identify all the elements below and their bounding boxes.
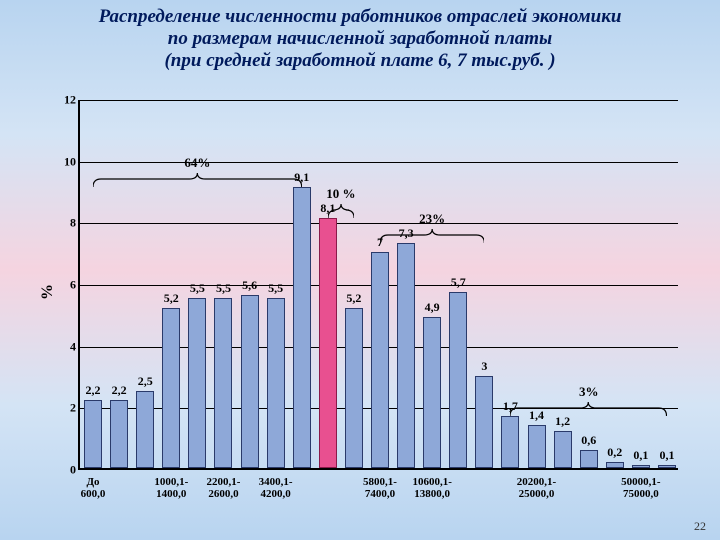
bar-value-label: 3 (464, 359, 504, 374)
bar-value-label: 5,5 (256, 281, 296, 296)
x-tick-label: 10600,1-13800,0 (395, 476, 469, 500)
bar (188, 298, 206, 468)
bar-value-label: 0,1 (647, 448, 687, 463)
bar (371, 252, 389, 468)
bar-value-label: 4,9 (412, 300, 452, 315)
group-brace (380, 229, 484, 245)
gridline (80, 223, 678, 224)
group-label: 23% (402, 211, 462, 227)
chart: % 0246810122,22,22,55,25,55,55,65,59,18,… (30, 88, 700, 518)
group-label: 3% (559, 384, 619, 400)
page-title: Распределение численности работников отр… (0, 0, 720, 72)
bar (136, 391, 154, 468)
bar-highlight (319, 218, 337, 468)
bar (110, 400, 128, 468)
y-tick-label: 8 (52, 216, 76, 231)
y-tick-label: 10 (52, 154, 76, 169)
bar (501, 416, 519, 468)
x-tick-label: 3400,1-4200,0 (239, 476, 313, 500)
y-tick-label: 4 (52, 339, 76, 354)
group-label: 64% (167, 155, 227, 171)
title-line-2: по размерам начисленной заработной платы (20, 28, 700, 50)
x-tick-label: 20200,1-25000,0 (500, 476, 574, 500)
title-line-3: (при средней заработной плате 6, 7 тыс.р… (20, 50, 700, 72)
group-label: 10 % (311, 186, 371, 202)
bar (214, 298, 232, 468)
bar (345, 308, 363, 468)
bar (162, 308, 180, 468)
bar (449, 292, 467, 468)
group-brace (328, 204, 354, 220)
bar (267, 298, 285, 468)
bar (241, 295, 259, 468)
page-number: 22 (694, 519, 706, 534)
bar-value-label: 5,7 (438, 275, 478, 290)
bar (475, 376, 493, 469)
bar (423, 317, 441, 468)
x-tick-label: 50000,1-75000,0 (604, 476, 678, 500)
bar (632, 465, 650, 468)
bar (397, 243, 415, 468)
slide: { "title_l1": "Распределение численности… (0, 0, 720, 540)
bar (84, 400, 102, 468)
title-line-1: Распределение численности работников отр… (20, 6, 700, 28)
plot-area: 0246810122,22,22,55,25,55,55,65,59,18,15… (78, 100, 678, 470)
gridline (80, 100, 678, 101)
bar-value-label: 2,5 (125, 374, 165, 389)
bar (293, 187, 311, 468)
y-tick-label: 6 (52, 278, 76, 293)
x-tick-label: До600,0 (56, 476, 130, 500)
y-tick-label: 2 (52, 401, 76, 416)
bar (658, 465, 676, 468)
group-brace (510, 402, 667, 418)
bar (528, 425, 546, 468)
bar-value-label: 5,2 (334, 291, 374, 306)
group-brace (93, 173, 302, 189)
y-tick-label: 12 (52, 93, 76, 108)
